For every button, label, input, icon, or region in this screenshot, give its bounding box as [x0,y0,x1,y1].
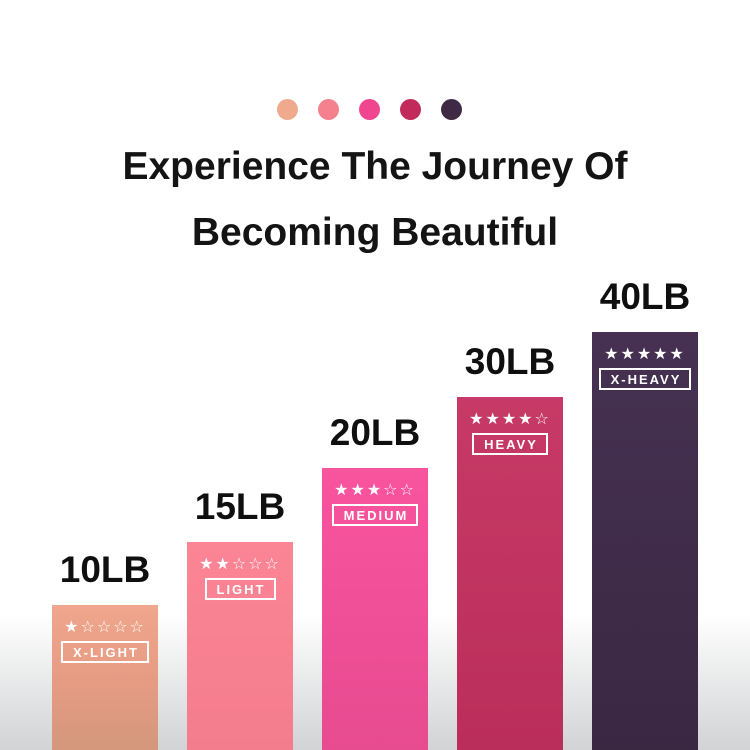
bar-heavy: ★★★★☆ HEAVY [457,397,563,750]
page-title: Experience The Journey Of Becoming Beaut… [0,134,750,266]
bar-x-heavy: ★★★★★ X-HEAVY [592,332,698,750]
swatch-dot-x-heavy [440,99,462,120]
bar-weight-label-15lb: 15LB [194,486,286,527]
bar-weight-label-10lb: 10LB [59,549,151,590]
bar-x-light: ★☆☆☆☆ X-LIGHT [52,605,158,750]
star-rating-icon: ★★★★★ [604,344,686,363]
swatch-dot-light [317,99,339,120]
level-badge-x-heavy: X-HEAVY [598,368,692,390]
swatch-dot-heavy [399,99,421,120]
star-rating-icon: ★★☆☆☆ [199,554,281,573]
star-rating-icon: ★☆☆☆☆ [64,617,146,636]
star-rating-icon: ★★★★☆ [469,409,551,428]
star-rating-icon: ★★★☆☆ [334,480,416,499]
page-title-line2: Becoming Beautiful [191,211,559,254]
swatch-dot-medium [358,99,380,120]
bar-weight-label-40lb: 40LB [599,276,691,317]
level-badge-heavy: HEAVY [472,433,548,455]
bar-medium: ★★★☆☆ MEDIUM [322,468,428,750]
level-badge-light: LIGHT [204,578,276,600]
bar-weight-label-20lb: 20LB [329,412,421,453]
color-swatch-row [0,99,738,120]
page-title-line1: Experience The Journey Of [122,145,628,188]
level-badge-medium: MEDIUM [331,504,419,526]
bar-weight-label-30lb: 30LB [464,341,556,382]
bar-light: ★★☆☆☆ LIGHT [187,542,293,750]
level-badge-x-light: X-LIGHT [61,641,149,663]
swatch-dot-x-light [276,99,298,120]
